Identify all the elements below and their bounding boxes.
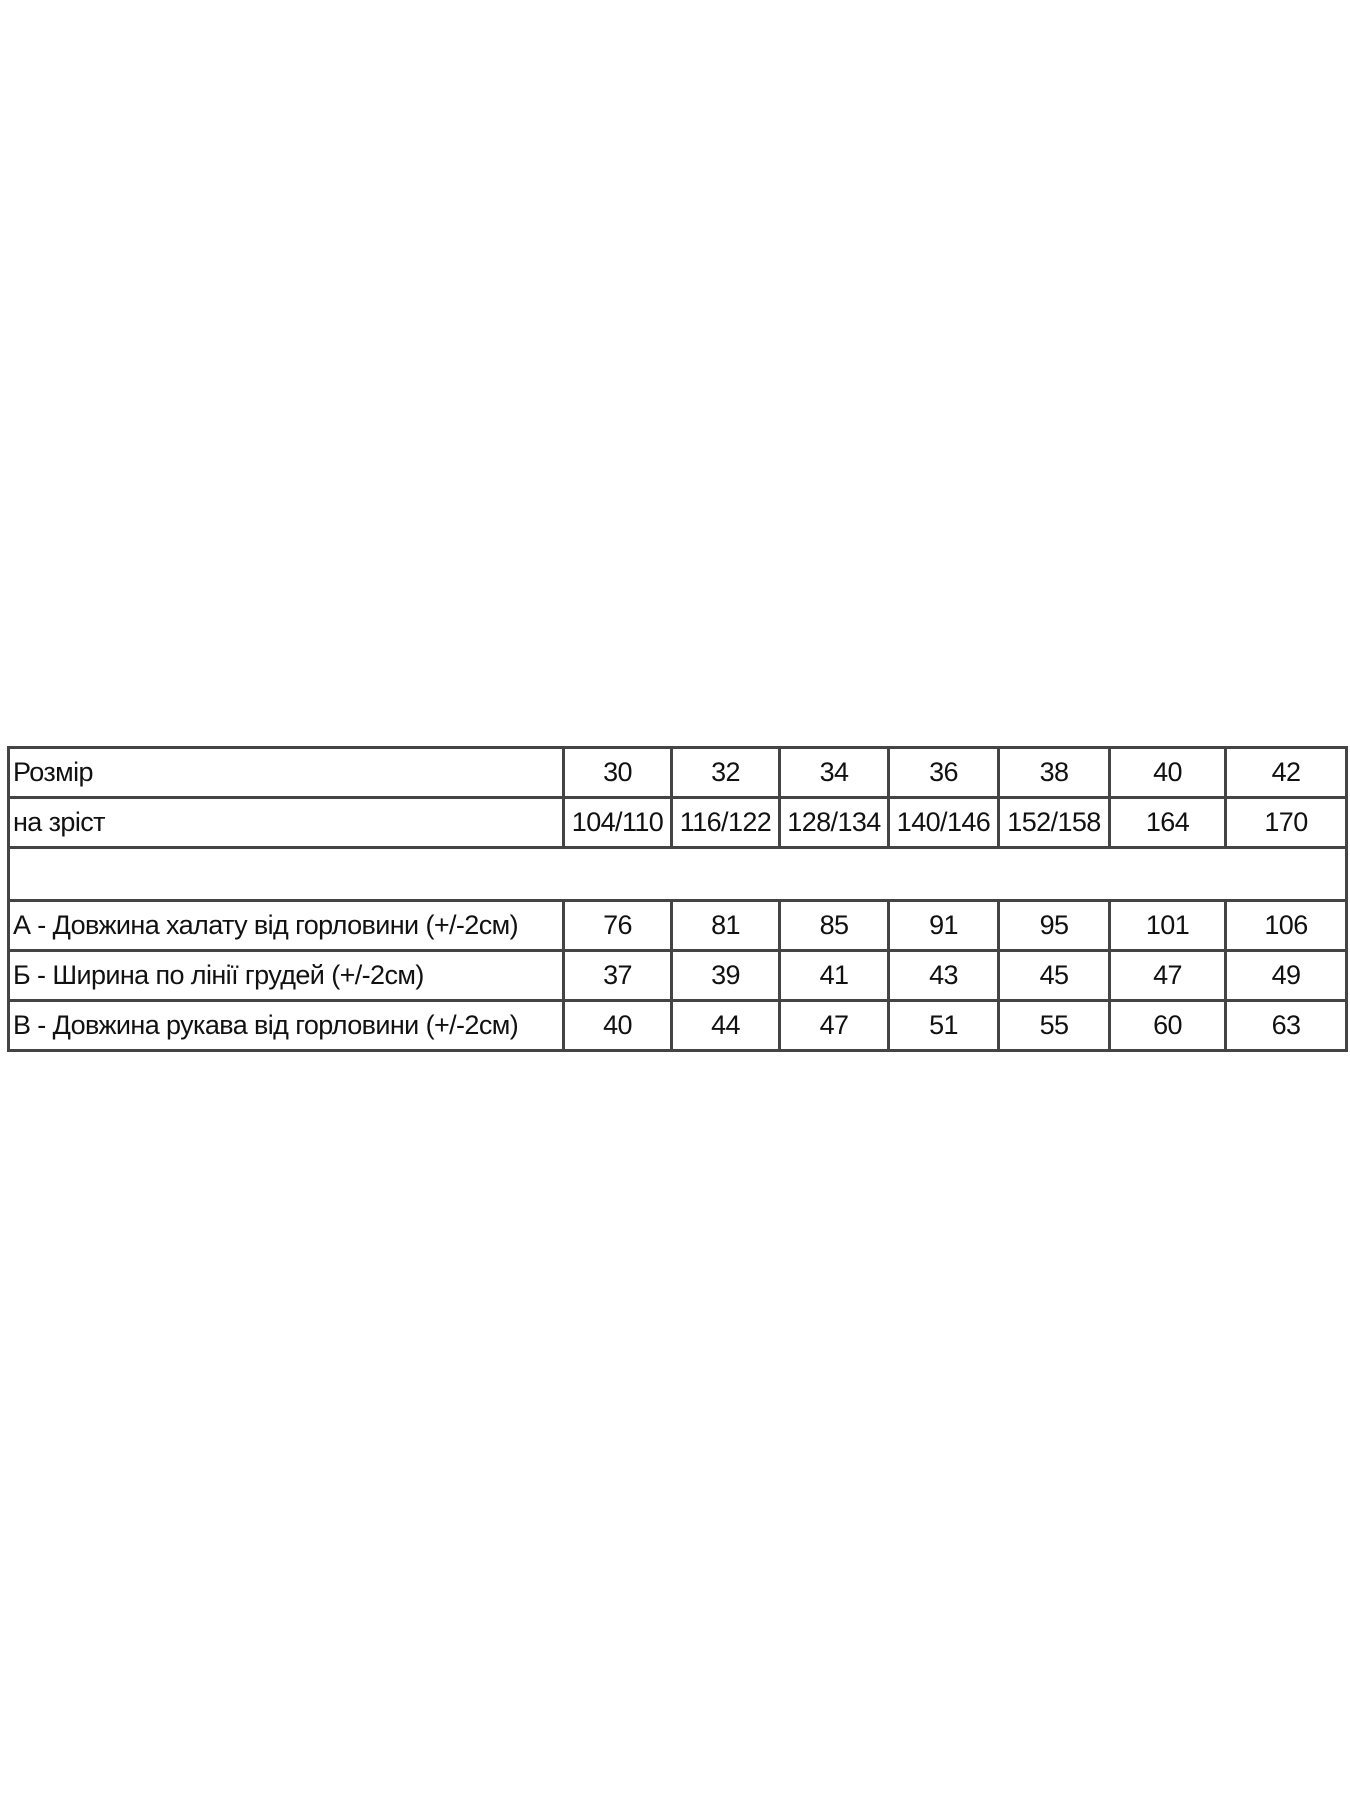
- table-cell: 40: [562, 998, 673, 1053]
- table-cell: 44: [670, 998, 781, 1053]
- row-label: на зріст: [7, 795, 565, 849]
- empty-cell: [7, 845, 1348, 903]
- table-cell: 60: [1108, 998, 1227, 1053]
- table-cell: 81: [670, 899, 781, 953]
- table-cell: 152/158: [997, 795, 1111, 849]
- table-cell: 42: [1224, 746, 1348, 799]
- table-cell: 37: [562, 949, 673, 1002]
- table-cell: 38: [997, 746, 1111, 799]
- row-label: А - Довжина халату від горловини (+/-2см…: [7, 899, 565, 953]
- table-cell: 40: [1108, 746, 1227, 799]
- table-cell: 45: [997, 949, 1111, 1002]
- row-label: Б - Ширина по лінії грудей (+/-2см): [7, 949, 565, 1002]
- measurement-row: В - Довжина рукава від горловини (+/-2см…: [7, 998, 1348, 1053]
- table-cell: 101: [1108, 899, 1227, 953]
- table-cell: 34: [778, 746, 890, 799]
- table-cell: 47: [1108, 949, 1227, 1002]
- table-cell: 128/134: [778, 795, 890, 849]
- table-cell: 36: [887, 746, 1000, 799]
- table-cell: 76: [562, 899, 673, 953]
- row-label: В - Довжина рукава від горловини (+/-2см…: [7, 998, 565, 1053]
- size-chart-table: Розмір 30 32 34 36 38 40 42 на зріст 104/110 116/1…: [7, 746, 1348, 1053]
- table-cell: 95: [997, 899, 1111, 953]
- table-cell: 41: [778, 949, 890, 1002]
- table-cell: 43: [887, 949, 1000, 1002]
- table-cell: 91: [887, 899, 1000, 953]
- table-cell: 47: [778, 998, 890, 1053]
- table-cell: 85: [778, 899, 890, 953]
- size-row: Розмір 30 32 34 36 38 40 42: [7, 746, 1348, 799]
- table-cell: 30: [562, 746, 673, 799]
- table-cell: 164: [1108, 795, 1227, 849]
- table-cell: 32: [670, 746, 781, 799]
- spacer-row: [7, 845, 1348, 903]
- table-cell: 63: [1224, 998, 1348, 1053]
- table-cell: 140/146: [887, 795, 1000, 849]
- row-label: Розмір: [7, 746, 565, 799]
- table-cell: 39: [670, 949, 781, 1002]
- table-cell: 116/122: [670, 795, 781, 849]
- table-cell: 106: [1224, 899, 1348, 953]
- table-cell: 51: [887, 998, 1000, 1053]
- table-cell: 170: [1224, 795, 1348, 849]
- height-row: на зріст 104/110 116/122 128/134 140/146 152/…: [7, 795, 1348, 849]
- table-cell: 55: [997, 998, 1111, 1053]
- table-cell: 49: [1224, 949, 1348, 1002]
- table-cell: 104/110: [562, 795, 673, 849]
- measurement-row: Б - Ширина по лінії грудей (+/-2см) 37 39 4…: [7, 949, 1348, 1002]
- measurement-row: А - Довжина халату від горловини (+/-2см…: [7, 899, 1348, 953]
